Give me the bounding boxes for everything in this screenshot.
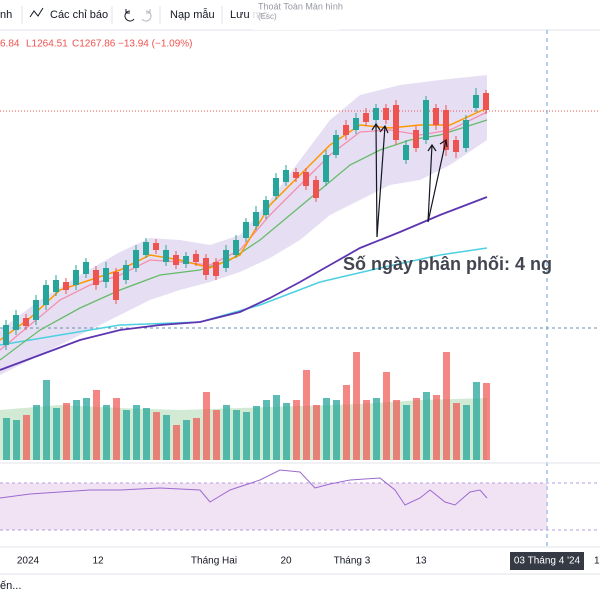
rsi-band — [0, 483, 547, 530]
candle — [23, 318, 29, 326]
candle — [193, 254, 199, 262]
legend-open: 6.84 — [0, 39, 20, 50]
current-date-box — [510, 552, 584, 570]
x-tick-label: 2024 — [17, 556, 40, 567]
candle — [283, 170, 289, 182]
tooltip — [252, 0, 340, 30]
toolbar-item[interactable]: Các chỉ báo — [50, 9, 108, 21]
ma-green — [0, 119, 488, 361]
ma-orange — [0, 107, 488, 341]
candle — [353, 118, 359, 130]
candle — [303, 172, 309, 186]
candle — [213, 262, 219, 276]
candle — [123, 265, 129, 280]
candle — [373, 108, 379, 120]
candle — [473, 95, 479, 108]
candle — [33, 300, 39, 320]
candle — [153, 243, 159, 250]
undo-icon[interactable] — [124, 9, 135, 22]
candle — [463, 120, 469, 148]
candle — [323, 155, 329, 182]
candle — [443, 110, 449, 150]
candle — [93, 270, 99, 285]
candle — [273, 178, 279, 196]
legend-low: L1264.51 — [26, 39, 68, 50]
candle — [263, 200, 269, 215]
candle — [173, 255, 179, 265]
candle — [133, 250, 139, 268]
candle — [203, 258, 209, 275]
candle — [83, 262, 89, 274]
tooltip-title: Thoát Toàn Màn hình — [258, 1, 343, 11]
bollinger-band — [0, 75, 487, 375]
candle — [293, 172, 299, 178]
rsi-line — [0, 469, 488, 506]
candles — [3, 88, 489, 350]
candle — [403, 145, 409, 160]
redo-icon[interactable] — [141, 9, 152, 22]
candle — [183, 256, 189, 264]
candle — [253, 212, 259, 226]
candle — [73, 270, 79, 285]
ma-cyan — [0, 247, 488, 346]
candle — [423, 100, 429, 140]
current-date: 03 Tháng 4 '24 — [514, 556, 581, 567]
candle — [113, 272, 119, 300]
candle — [3, 325, 9, 345]
candle — [333, 135, 339, 155]
candle — [223, 250, 229, 268]
x-tick-label: Tháng 3 — [334, 556, 371, 567]
candle — [163, 250, 169, 262]
candle — [383, 108, 389, 120]
indicator-icon — [29, 7, 44, 18]
candle — [453, 140, 459, 152]
candle — [233, 240, 239, 255]
volume — [3, 352, 490, 460]
legend-change: −13.94 (−1.09%) — [118, 39, 193, 50]
candle — [413, 130, 419, 148]
x-tick-label: 13 — [415, 556, 427, 567]
annotation: Số ngày phân phối: 4 ng — [343, 254, 552, 274]
candle — [243, 222, 249, 238]
legend-close: C1267.86 — [72, 39, 116, 50]
x-tick-label: 1 — [594, 556, 600, 567]
candle — [143, 242, 149, 255]
tooltip-shortcut: (Esc) — [258, 12, 277, 21]
candle — [343, 125, 349, 135]
candle — [393, 105, 399, 140]
footer-text[interactable]: ến... — [0, 580, 21, 592]
candle — [433, 108, 439, 125]
candle — [483, 93, 489, 110]
ma-purple — [0, 196, 488, 371]
x-tick-label: 12 — [92, 556, 104, 567]
toolbar-item[interactable]: nh — [0, 9, 12, 21]
arrows — [371, 122, 448, 238]
x-tick-label: Tháng Hai — [191, 556, 237, 567]
candle — [43, 285, 49, 305]
ma-pink — [0, 111, 488, 351]
candle — [363, 113, 369, 122]
candle — [53, 280, 59, 292]
candle — [13, 315, 19, 330]
toolbar-item[interactable]: Nạp mẫu — [170, 8, 215, 21]
candle — [103, 268, 109, 282]
candle — [63, 282, 69, 290]
x-tick-label: 20 — [280, 556, 292, 567]
candle — [313, 180, 319, 198]
